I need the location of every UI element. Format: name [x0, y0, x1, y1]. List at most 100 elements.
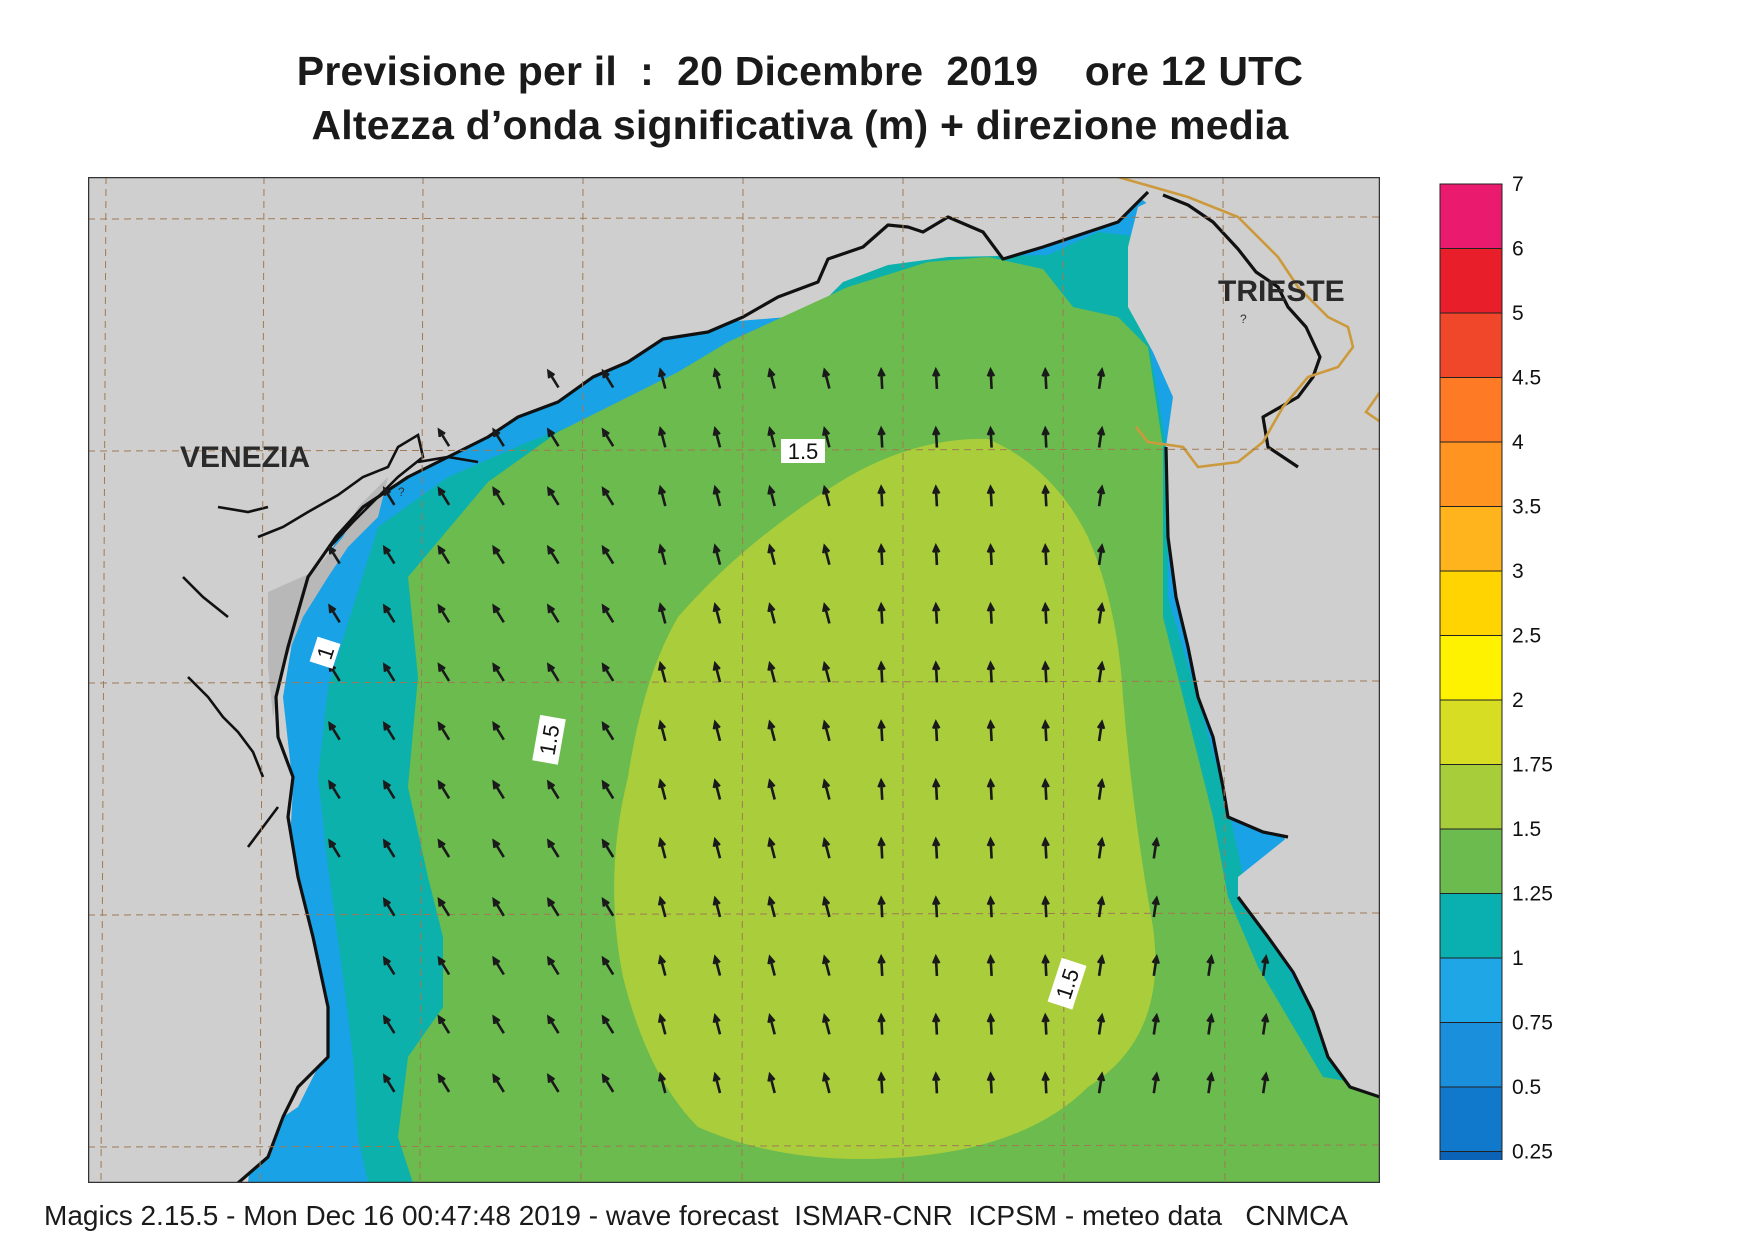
wave-direction-arrow [382, 1014, 396, 1034]
wave-direction-arrow [546, 544, 560, 565]
legend-tick-label: 4.5 [1512, 367, 1541, 390]
lagoon-outline [182, 432, 479, 848]
legend-band [1439, 377, 1503, 443]
wave-direction-arrow [601, 427, 615, 447]
legend-tick-label: 2 [1512, 689, 1524, 712]
legend-band [1439, 570, 1503, 636]
wave-direction-arrow [1261, 1012, 1270, 1035]
wave-direction-arrow [1041, 425, 1050, 448]
wave-direction-arrow [382, 486, 396, 506]
wave-direction-arrow [986, 601, 996, 624]
wave-direction-arrow [1041, 1012, 1050, 1035]
wave-direction-arrow [657, 954, 667, 976]
svg-text:1.5: 1.5 [535, 723, 565, 757]
legend-tick-label: 3.5 [1512, 496, 1541, 519]
wave-direction-arrow [601, 955, 615, 976]
wave-direction-arrow [492, 603, 505, 623]
wave-direction-arrow [437, 427, 451, 447]
footer-credits: Magics 2.15.5 - Mon Dec 16 00:47:48 2019… [44, 1200, 1349, 1231]
wave-direction-arrow [437, 838, 451, 858]
wave-direction-arrow [767, 426, 776, 448]
legend-tick-label: 6 [1512, 238, 1524, 261]
wave-direction-arrow [931, 484, 941, 507]
city-marker-venezia: ? [398, 485, 405, 499]
contour-label: 1 [309, 636, 341, 669]
sea-band-1-5-1-75 [614, 438, 1156, 1159]
forecast-title: Previsione per il : 20 Dicembre 2019 ore… [296, 48, 1304, 94]
wave-direction-arrow [382, 603, 396, 623]
wave-direction-arrow [1206, 1071, 1215, 1094]
wave-direction-arrow [877, 543, 886, 566]
wave-direction-arrow [767, 543, 776, 566]
wave-direction-arrow [492, 544, 505, 565]
wave-direction-arrow [767, 954, 776, 976]
wave-direction-arrow [546, 1014, 560, 1034]
legend-bands [1439, 183, 1503, 1160]
coastline-east [1162, 193, 1380, 1099]
legend-band [1439, 1022, 1503, 1088]
wave-direction-arrow [712, 719, 722, 742]
legend-tick-label: 1.75 [1512, 754, 1553, 777]
wave-direction-arrow [492, 955, 505, 976]
svg-text:1.5: 1.5 [788, 439, 819, 464]
contour-label: 1.5 [532, 714, 566, 765]
wave-direction-arrow [382, 1073, 396, 1093]
wave-direction-arrow [657, 543, 667, 566]
wave-direction-arrow [546, 838, 560, 858]
wave-direction-arrow [877, 836, 886, 859]
legend-tick-label: 5 [1512, 302, 1524, 325]
legend-tick-label: 1.25 [1512, 883, 1553, 906]
wave-direction-arrow [712, 836, 722, 859]
wave-direction-arrow [546, 897, 560, 917]
wave-direction-arrow [546, 368, 560, 389]
wave-direction-arrow [931, 660, 941, 683]
wave-direction-arrow [767, 719, 776, 742]
wave-direction-arrow [822, 719, 831, 742]
wave-direction-arrow [1041, 895, 1050, 918]
place-label-trieste: TRIESTE [1218, 275, 1345, 308]
wave-direction-arrow [601, 368, 615, 389]
wave-direction-arrow [877, 1071, 886, 1094]
wave-direction-arrow [601, 838, 615, 858]
wave-direction-arrow [822, 836, 831, 859]
wave-direction-arrow [546, 603, 560, 623]
legend-band [1439, 957, 1503, 1023]
wave-direction-arrow [437, 1073, 451, 1093]
wave-direction-arrow [1041, 836, 1050, 859]
wave-direction-arrow [767, 1071, 776, 1094]
wave-direction-arrow [1096, 1071, 1106, 1094]
wave-direction-arrow [657, 719, 667, 742]
wave-direction-arrow [657, 836, 667, 859]
wave-direction-arrow [1151, 836, 1160, 859]
legend-band [1439, 893, 1503, 959]
wave-direction-arrow [931, 836, 941, 859]
wave-direction-arrow [712, 1071, 722, 1094]
wave-direction-arrow [657, 1071, 667, 1094]
wave-direction-arrow [877, 777, 886, 800]
wave-direction-arrow [931, 719, 941, 742]
wave-direction-arrow [1206, 1012, 1215, 1035]
wave-direction-arrow [1096, 1012, 1106, 1035]
wave-direction-arrow [328, 779, 341, 800]
wave-direction-arrow [1206, 954, 1215, 976]
wave-direction-arrow [986, 953, 996, 976]
wave-direction-arrow [877, 719, 886, 742]
wave-direction-arrow [931, 543, 941, 566]
wave-direction-arrow [437, 955, 451, 976]
contour-label: 1.5 [781, 439, 825, 464]
wave-direction-arrow [877, 660, 886, 683]
wave-direction-arrow [822, 367, 831, 389]
wave-direction-arrow [986, 1071, 996, 1094]
wave-direction-arrow [986, 1012, 996, 1035]
wave-direction-arrow [877, 1012, 886, 1035]
wave-direction-arrow [382, 662, 396, 682]
wave-direction-arrow [1261, 1071, 1270, 1094]
wave-direction-arrow [601, 662, 615, 682]
wave-direction-arrow [1096, 895, 1106, 918]
wave-direction-arrow [1096, 954, 1106, 976]
wave-direction-arrow [437, 1014, 451, 1034]
legend-band [1439, 635, 1503, 701]
wave-direction-arrow [931, 953, 941, 976]
wave-direction-arrow [492, 838, 505, 858]
